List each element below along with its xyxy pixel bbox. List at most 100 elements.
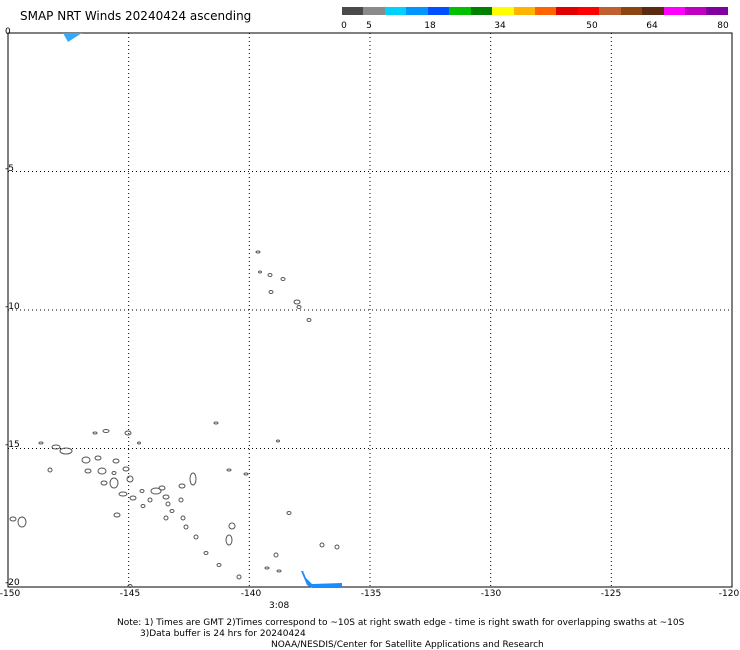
island-outline bbox=[226, 468, 232, 472]
note-line-2: 3)Data buffer is 24 hrs for 20240424 bbox=[140, 629, 306, 639]
colorbar-label-5: 5 bbox=[366, 21, 372, 31]
island-outline bbox=[109, 477, 119, 489]
island-outline bbox=[59, 447, 73, 455]
island-outline bbox=[51, 444, 61, 450]
colorbar-segment bbox=[685, 7, 707, 15]
colorbar-segment bbox=[470, 7, 493, 15]
note-line-1: Note: 1) Times are GMT 2)Times correspon… bbox=[117, 618, 685, 628]
island-outline bbox=[243, 472, 249, 476]
island-outline bbox=[124, 430, 132, 436]
lat-label-minus15: -15 bbox=[5, 440, 20, 450]
island-outline bbox=[100, 480, 108, 486]
wind-swath-patch bbox=[63, 33, 82, 42]
island-outline bbox=[268, 290, 274, 294]
colorbar-segment bbox=[663, 7, 685, 15]
island-outline bbox=[113, 512, 121, 518]
island-outline bbox=[137, 441, 141, 445]
colorbar-label-50: 50 bbox=[586, 21, 598, 31]
island-outline bbox=[306, 318, 312, 322]
colorbar-segment bbox=[534, 7, 557, 15]
colorbar-segment bbox=[449, 7, 471, 15]
island-outline bbox=[122, 466, 130, 472]
swath-time-label: 3:08 bbox=[269, 601, 290, 611]
island-outline bbox=[273, 552, 279, 558]
island-outline bbox=[118, 491, 128, 497]
island-outline bbox=[169, 509, 175, 513]
island-outline bbox=[158, 485, 166, 491]
island-outline bbox=[165, 501, 171, 507]
lat-label-0: 0 bbox=[5, 27, 11, 37]
island-outline bbox=[264, 566, 270, 570]
island-outline bbox=[126, 475, 134, 483]
colorbar-segment bbox=[556, 7, 578, 15]
island-outline bbox=[225, 534, 233, 546]
island-outline bbox=[258, 270, 262, 274]
wind-swaths bbox=[63, 33, 342, 588]
lon-label-minus145: -145 bbox=[119, 589, 141, 599]
lat-label-minus10: -10 bbox=[5, 302, 20, 312]
wind-speed-colorbar bbox=[342, 7, 728, 15]
colorbar-segment bbox=[620, 7, 643, 15]
island-outline bbox=[180, 515, 186, 521]
lon-label-minus130: -130 bbox=[480, 589, 502, 599]
island-outline bbox=[47, 467, 53, 473]
colorbar-segment bbox=[384, 7, 407, 15]
colorbar-segment bbox=[513, 7, 535, 15]
island-outline bbox=[38, 441, 44, 445]
island-outline bbox=[94, 455, 102, 461]
island-outline bbox=[147, 497, 153, 503]
island-outline bbox=[178, 483, 186, 489]
island-outline bbox=[280, 277, 286, 281]
lon-label-minus120: -120 bbox=[718, 589, 740, 599]
island-outline bbox=[17, 516, 27, 528]
colorbar-label-18: 18 bbox=[424, 21, 436, 31]
lat-label-minus20: -20 bbox=[5, 578, 20, 588]
island-outline bbox=[286, 511, 292, 515]
island-outline bbox=[112, 458, 120, 464]
island-outline bbox=[9, 516, 17, 522]
island-outline bbox=[276, 439, 280, 443]
island-outline bbox=[92, 431, 98, 435]
island-outline bbox=[97, 467, 107, 475]
island-outline bbox=[178, 497, 184, 503]
lon-label-minus135: -135 bbox=[360, 589, 382, 599]
island-outline bbox=[183, 524, 189, 530]
island-outline bbox=[216, 563, 222, 567]
colorbar-segment bbox=[363, 7, 385, 15]
island-outline bbox=[139, 489, 145, 493]
island-outline bbox=[140, 504, 146, 508]
lon-label-minus150: -150 bbox=[0, 589, 21, 599]
island-outline bbox=[129, 495, 137, 501]
island-outline bbox=[334, 544, 340, 550]
island-outline bbox=[84, 468, 92, 474]
island-outline bbox=[111, 471, 117, 475]
lat-lon-grid bbox=[8, 33, 732, 587]
colorbar-segment bbox=[406, 7, 428, 15]
island-outline bbox=[293, 299, 301, 305]
island-outline bbox=[267, 273, 273, 277]
colorbar-segment bbox=[706, 7, 728, 15]
island-outline bbox=[228, 522, 236, 530]
colorbar-label-34: 34 bbox=[494, 21, 506, 31]
island-outline bbox=[296, 305, 302, 309]
lon-label-minus140: -140 bbox=[240, 589, 262, 599]
map-title: SMAP NRT Winds 20240424 ascending bbox=[20, 9, 252, 23]
island-outline bbox=[255, 250, 261, 254]
colorbar-label-0: 0 bbox=[341, 21, 347, 31]
island-outline bbox=[319, 542, 325, 548]
island-outline bbox=[236, 574, 242, 580]
island-outlines bbox=[9, 250, 340, 588]
island-outline bbox=[203, 551, 209, 555]
island-outline bbox=[189, 472, 197, 486]
island-outline bbox=[150, 487, 162, 495]
colorbar-segment bbox=[427, 7, 450, 15]
colorbar-label-64: 64 bbox=[646, 21, 658, 31]
colorbar-segment bbox=[492, 7, 514, 15]
colorbar-segment bbox=[577, 7, 600, 15]
island-outline bbox=[127, 584, 133, 588]
island-outline bbox=[81, 456, 91, 464]
colorbar-segment bbox=[599, 7, 621, 15]
lon-label-minus125: -125 bbox=[600, 589, 622, 599]
wind-swath-patch bbox=[301, 571, 342, 588]
